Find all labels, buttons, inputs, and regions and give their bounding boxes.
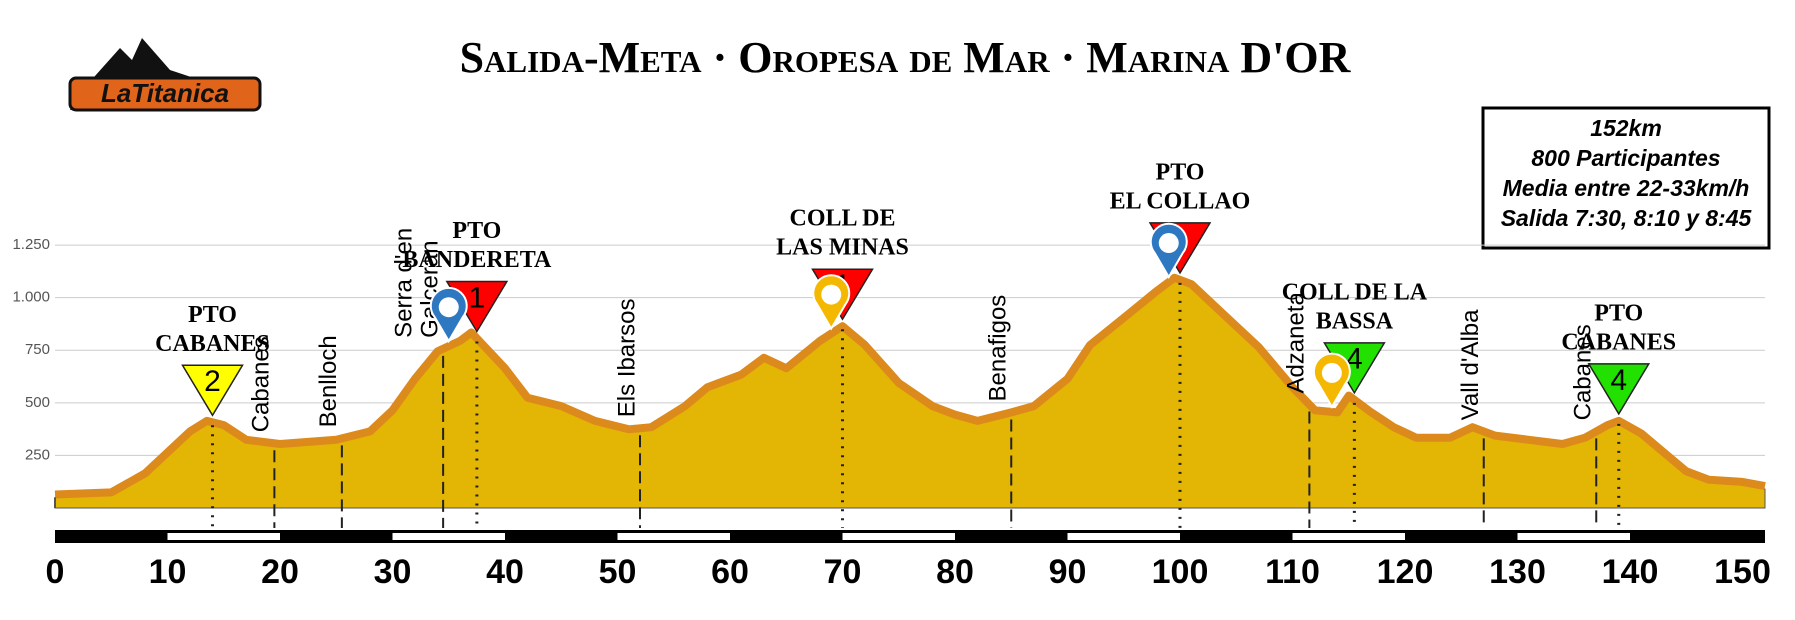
climb-marker <box>1587 363 1651 416</box>
town-label: Benlloch <box>315 335 342 427</box>
scale-segment <box>617 533 730 540</box>
x-tick-label: 120 <box>1377 553 1434 591</box>
town-label: Serra d'en <box>390 228 417 338</box>
climb-name: COLL DE <box>789 206 895 232</box>
scale-segment <box>1292 533 1405 540</box>
x-tick-label: 40 <box>486 553 524 591</box>
y-tick-label: 250 <box>25 446 50 463</box>
town-label: Els Ibarsos <box>613 299 640 418</box>
scale-segment <box>392 533 505 540</box>
info-line: 152km <box>1590 115 1662 141</box>
scale-segment <box>1517 533 1630 540</box>
town-label: Vall d'Alba <box>1457 309 1484 421</box>
x-tick-label: 0 <box>46 553 65 591</box>
climb-category: 4 <box>1610 364 1627 397</box>
climb-name: PTO <box>1156 159 1205 185</box>
x-tick-label: 70 <box>824 553 862 591</box>
x-tick-label: 80 <box>936 553 974 591</box>
climb-name: LAS MINAS <box>776 235 909 261</box>
climb-name: CABANES <box>155 331 270 357</box>
climb-name: COLL DE LA <box>1282 279 1428 305</box>
scale-segment <box>167 533 280 540</box>
climb-marker <box>181 364 244 417</box>
x-tick-label: 130 <box>1489 553 1546 591</box>
x-tick-label: 140 <box>1602 553 1659 591</box>
y-tick-label: 750 <box>25 341 50 358</box>
town-label: Adzaneta <box>1283 291 1310 393</box>
x-tick-label: 10 <box>149 553 187 591</box>
x-tick-label: 90 <box>1049 553 1087 591</box>
logo-text: LaTitanica <box>101 78 229 108</box>
x-tick-label: 50 <box>599 553 637 591</box>
town-label: Cabanes <box>1570 324 1597 420</box>
supply-icon <box>821 284 842 305</box>
info-box <box>1481 106 1771 250</box>
x-tick-label: 20 <box>261 553 299 591</box>
town-label: Cabanes <box>248 336 275 432</box>
logo-plate <box>68 76 262 112</box>
climb-category: 2 <box>204 365 221 398</box>
x-tick-label: 110 <box>1265 553 1320 591</box>
y-tick-label: 500 <box>25 394 50 411</box>
profile-edge <box>54 273 1766 499</box>
scale-segment <box>1067 533 1180 540</box>
info-line: 800 Participantes <box>1531 145 1720 171</box>
x-tick-label: 60 <box>711 553 749 591</box>
climb-name: PTO <box>188 302 237 328</box>
climb-name: BANDERETA <box>402 247 552 273</box>
supply-icon <box>1321 362 1342 383</box>
supply-icon <box>438 297 459 318</box>
climb-name: PTO <box>1594 300 1643 326</box>
supply-icon <box>1158 233 1179 254</box>
climb-name: PTO <box>452 218 501 244</box>
x-tick-label: 30 <box>374 553 412 591</box>
x-tick-label: 100 <box>1152 553 1209 591</box>
climb-name: BASSA <box>1316 308 1394 334</box>
logo: LaTitanica <box>68 38 262 112</box>
chart-title: Salida-Meta · Oropesa de Mar · Marina D'… <box>460 33 1352 82</box>
scale-segment <box>842 533 955 540</box>
climb-category: 1 <box>469 281 486 314</box>
climb-name: CABANES <box>1561 329 1676 355</box>
x-tick-label: 150 <box>1714 553 1771 591</box>
town-label: Benafigos <box>985 295 1012 402</box>
climb-name: EL COLLAO <box>1110 188 1251 214</box>
y-tick-label: 1.250 <box>12 236 50 253</box>
info-line: Media entre 22-33km/h <box>1503 175 1750 201</box>
info-line: Salida 7:30, 8:10 y 8:45 <box>1501 205 1753 231</box>
y-tick-label: 1.000 <box>12 289 50 306</box>
